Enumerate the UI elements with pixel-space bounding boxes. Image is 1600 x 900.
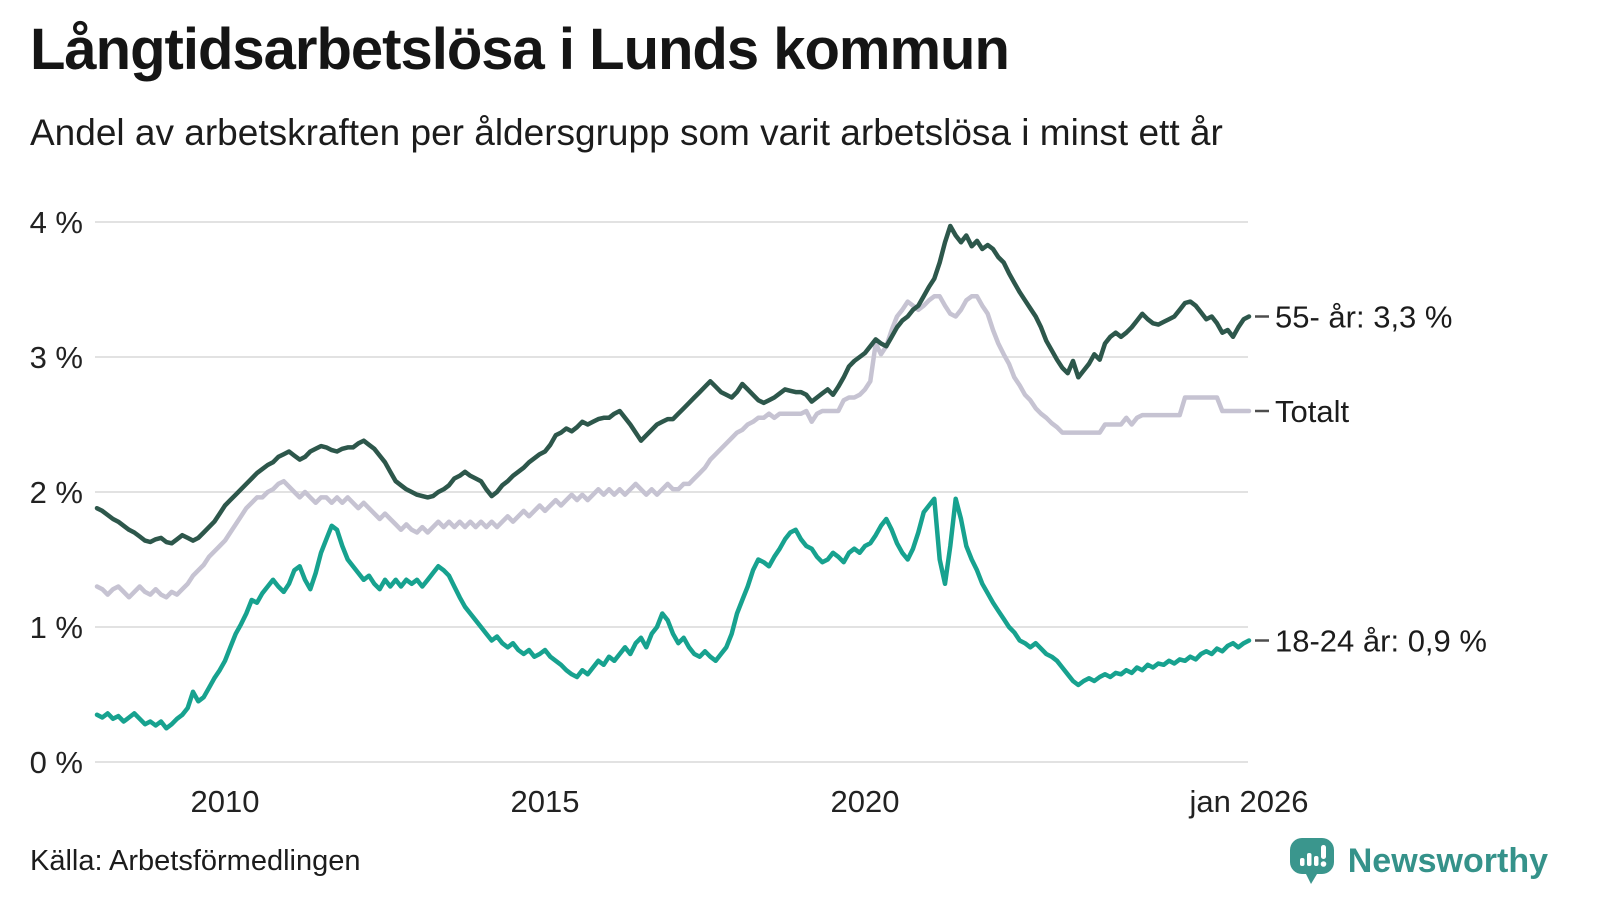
series-line-Totalt xyxy=(94,294,1252,600)
source-note: Källa: Arbetsförmedlingen xyxy=(30,845,361,877)
y-tick-label: 4 % xyxy=(30,205,83,240)
x-tick-label: 2020 xyxy=(831,784,900,819)
series-line-18-24år xyxy=(94,496,1252,731)
y-tick-label: 3 % xyxy=(30,340,83,375)
newsworthy-logo-icon xyxy=(1288,836,1336,886)
x-tick-label: 2010 xyxy=(191,784,260,819)
y-tick-label: 1 % xyxy=(30,610,83,645)
brand-name: Newsworthy xyxy=(1347,841,1548,880)
brand-lockup: Newsworthy xyxy=(1288,836,1548,886)
series-line-55-år xyxy=(94,223,1252,546)
y-tick-label: 0 % xyxy=(30,745,83,780)
x-tick-label: 2015 xyxy=(511,784,580,819)
series-end-label: Totalt xyxy=(1275,394,1349,429)
chart-subtitle: Andel av arbetskraften per åldersgrupp s… xyxy=(30,112,1223,153)
x-tick-label: jan 2026 xyxy=(1189,784,1309,819)
y-tick-label: 2 % xyxy=(30,475,83,510)
page-title: Långtidsarbetslösa i Lunds kommun xyxy=(30,17,1010,82)
series-end-label: 18-24 år: 0,9 % xyxy=(1275,624,1487,659)
series-end-label: 55- år: 3,3 % xyxy=(1275,300,1452,335)
